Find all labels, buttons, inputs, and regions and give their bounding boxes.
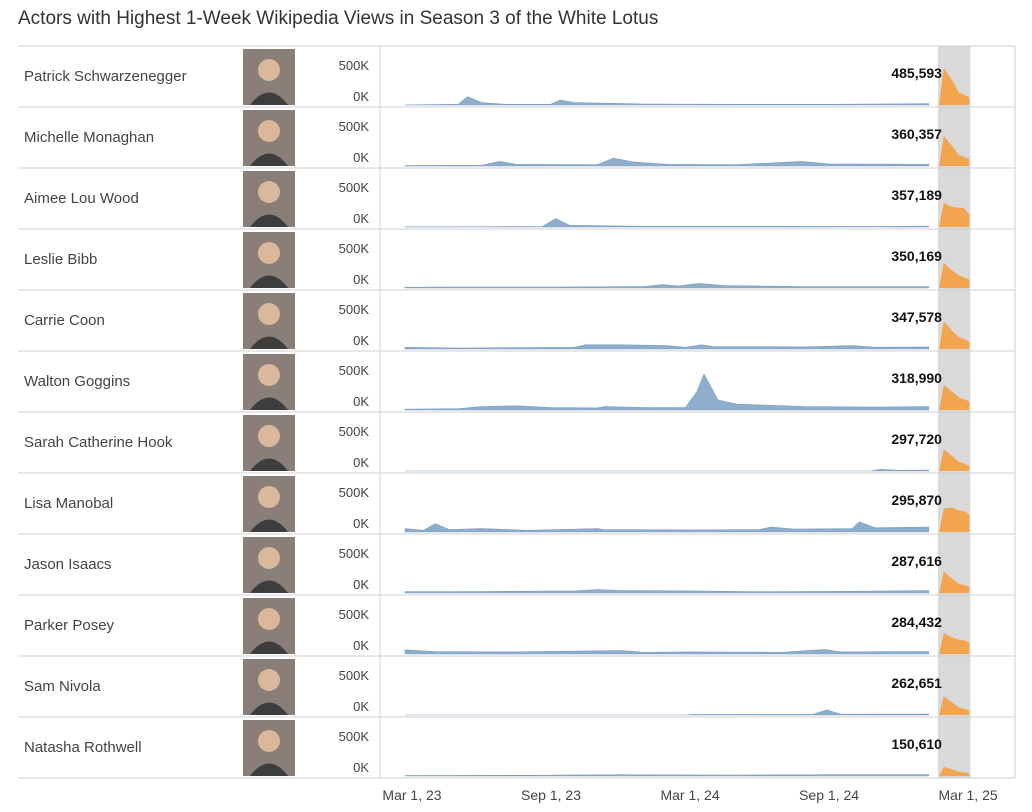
actor-photo [243, 598, 295, 654]
y-tick-label: 0K [353, 333, 369, 348]
season-area [939, 262, 970, 288]
actor-photo [243, 49, 295, 105]
history-area [405, 709, 930, 716]
history-area [404, 96, 930, 106]
y-tick-label: 0K [353, 699, 369, 714]
actor-photo [243, 171, 295, 227]
peak-value-label: 318,990 [891, 370, 942, 386]
actor-photo [243, 415, 295, 471]
y-tick-label: 0K [353, 394, 369, 409]
history-area [404, 521, 930, 533]
actor-name: Walton Goggins [24, 373, 130, 390]
history-area [404, 344, 930, 350]
peak-value-label: 485,593 [891, 65, 942, 81]
y-tick-label: 0K [353, 638, 369, 653]
actor-name: Patrick Schwarzenegger [24, 68, 187, 85]
season-area [939, 633, 970, 654]
actor-photo [243, 537, 295, 593]
actor-photo [243, 110, 295, 166]
y-tick-label: 500K [339, 241, 370, 256]
season-area [939, 202, 970, 227]
peak-value-label: 347,578 [891, 309, 942, 325]
y-tick-label: 500K [339, 363, 370, 378]
season-area [939, 507, 970, 532]
season-area [939, 766, 970, 776]
history-area [404, 774, 930, 777]
season-area [939, 571, 970, 593]
y-tick-label: 500K [339, 424, 370, 439]
x-tick-label: Sep 1, 24 [799, 787, 859, 803]
x-tick-label: Mar 1, 25 [939, 787, 998, 803]
y-tick-label: 500K [339, 607, 370, 622]
y-tick-label: 0K [353, 577, 369, 592]
y-tick-label: 500K [339, 58, 370, 73]
history-area [404, 649, 930, 655]
season-area [939, 696, 970, 715]
season-area [939, 68, 970, 105]
peak-value-label: 287,616 [891, 553, 942, 569]
y-tick-label: 0K [353, 272, 369, 287]
peak-value-label: 150,610 [891, 736, 942, 752]
y-tick-label: 500K [339, 119, 370, 134]
season-area [939, 135, 970, 166]
x-tick-label: Mar 1, 23 [382, 787, 441, 803]
history-area [404, 157, 930, 167]
actor-photo [243, 476, 295, 532]
y-tick-label: 500K [339, 302, 370, 317]
season-area [939, 321, 970, 349]
season-area [939, 384, 970, 410]
history-area [404, 373, 930, 411]
actor-name: Sarah Catherine Hook [24, 434, 173, 451]
y-tick-label: 500K [339, 180, 370, 195]
peak-value-label: 262,651 [891, 675, 942, 691]
chart-title: Actors with Highest 1-Week Wikipedia Vie… [18, 8, 659, 29]
y-tick-label: 0K [353, 760, 369, 775]
actor-name: Natasha Rothwell [24, 739, 142, 756]
y-tick-label: 0K [353, 89, 369, 104]
y-tick-label: 500K [339, 729, 370, 744]
y-tick-label: 500K [339, 485, 370, 500]
actor-name: Jason Isaacs [24, 556, 112, 573]
y-tick-label: 0K [353, 211, 369, 226]
peak-value-label: 357,189 [891, 187, 942, 203]
season-area [939, 449, 970, 471]
y-tick-label: 500K [339, 546, 370, 561]
actor-name: Aimee Lou Wood [24, 190, 139, 207]
actor-name: Michelle Monaghan [24, 129, 154, 146]
y-tick-label: 0K [353, 150, 369, 165]
peak-value-label: 360,357 [891, 126, 942, 142]
history-area [404, 218, 930, 228]
actor-photo [243, 720, 295, 776]
peak-value-label: 284,432 [891, 614, 942, 630]
actor-name: Carrie Coon [24, 312, 105, 329]
actor-photo [243, 659, 295, 715]
actor-photo [243, 293, 295, 349]
y-tick-label: 500K [339, 668, 370, 683]
x-tick-label: Mar 1, 24 [660, 787, 719, 803]
actor-name: Sam Nivola [24, 678, 101, 695]
y-tick-label: 0K [353, 455, 369, 470]
actor-name: Parker Posey [24, 617, 115, 634]
history-area [404, 283, 930, 289]
actor-name: Lisa Manobal [24, 495, 113, 512]
y-tick-label: 0K [353, 516, 369, 531]
history-area [404, 589, 930, 594]
peak-value-label: 297,720 [891, 431, 942, 447]
x-tick-label: Sep 1, 23 [521, 787, 581, 803]
peak-value-label: 350,169 [891, 248, 942, 264]
actor-photo [243, 354, 295, 410]
actor-photo [243, 232, 295, 288]
history-area [405, 468, 930, 472]
actor-name: Leslie Bibb [24, 251, 97, 268]
peak-value-label: 295,870 [891, 492, 942, 508]
